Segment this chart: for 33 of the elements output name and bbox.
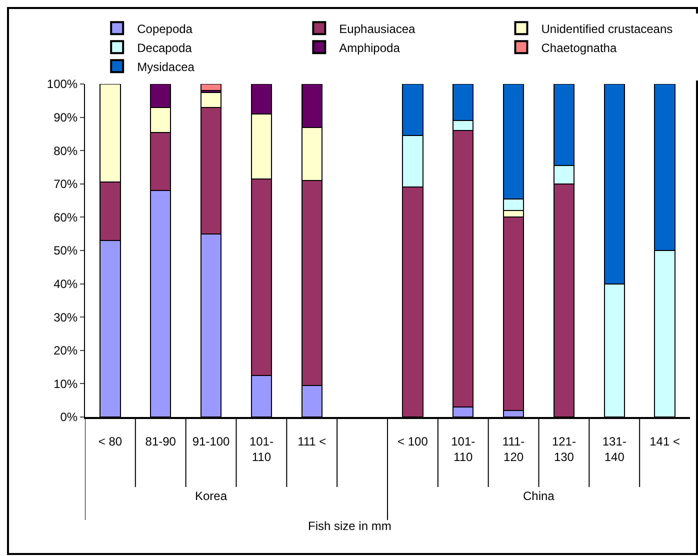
x-tick-label: 111- 120 xyxy=(502,434,525,464)
x-tick-label: 141 < xyxy=(650,434,680,448)
x-tick-label: < 100 xyxy=(398,434,428,448)
y-tick-label: 10% xyxy=(54,376,78,391)
x-tick-label: 121- 130 xyxy=(552,434,576,464)
bar xyxy=(200,84,222,92)
legend-label: Mysidacea xyxy=(137,60,195,74)
y-tick-label: 60% xyxy=(54,210,78,224)
y-tick-label: 50% xyxy=(54,244,78,258)
y-tick-label: 70% xyxy=(54,177,78,192)
legend-label: Amphipoda xyxy=(339,40,400,55)
y-tick-label: 40% xyxy=(54,277,78,291)
x-tick-label: 131- 140 xyxy=(602,434,626,464)
y-tick-label: 90% xyxy=(54,110,78,124)
y-tick-label: 30% xyxy=(54,310,78,324)
legend-label: Chaetognatha xyxy=(541,40,617,55)
y-tick-label: 20% xyxy=(54,344,78,358)
x-tick-label: 101- 110 xyxy=(249,434,274,464)
x-axis-title: Fish size in mm xyxy=(308,519,392,533)
legend-label: Copepoda xyxy=(137,22,193,36)
y-tick-label: 100% xyxy=(46,77,78,92)
y-tick-label: 80% xyxy=(54,144,78,158)
x-tick-label: 81-90 xyxy=(145,434,176,448)
legend-label: Unidentified crustaceans xyxy=(541,22,673,36)
x-tick-label: < 80 xyxy=(98,434,122,448)
x-tick-label: 111 < xyxy=(298,434,326,448)
legend-label: Euphausiacea xyxy=(339,22,416,36)
x-tick-label: 91-100 xyxy=(192,434,230,448)
text: Korea xyxy=(195,489,228,503)
legend-label: Decapoda xyxy=(137,40,192,55)
y-tick-label: 0% xyxy=(60,410,78,424)
text: China xyxy=(523,489,555,503)
x-tick-label: 101- 110 xyxy=(451,434,476,464)
